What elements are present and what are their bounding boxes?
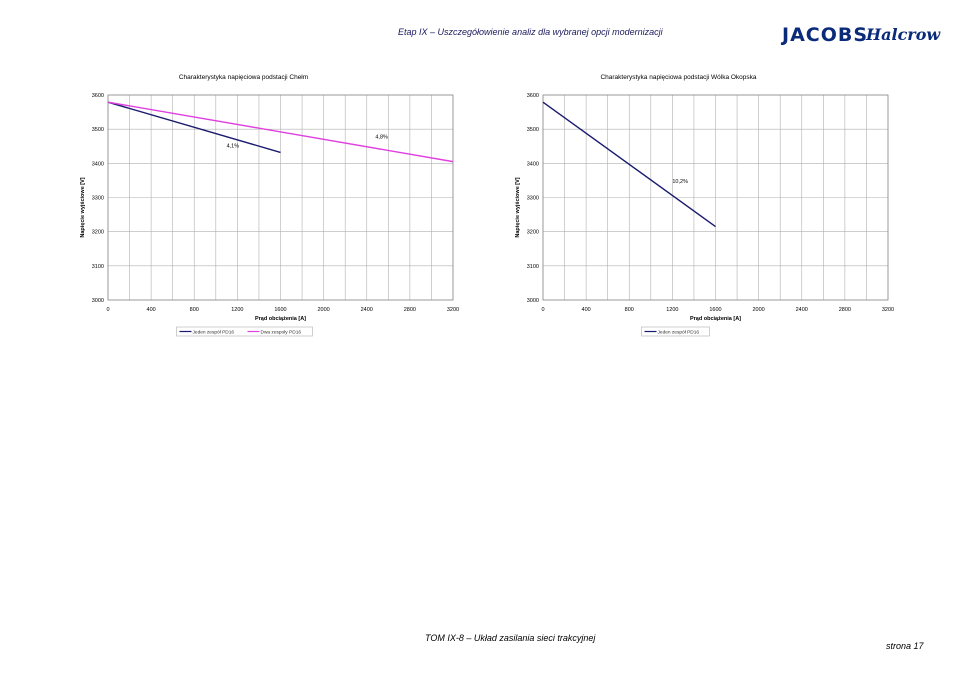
y-tick-label: 3200 [92, 230, 104, 236]
y-tick-label: 3000 [527, 298, 539, 304]
y-tick-label: 3100 [527, 264, 539, 270]
y-tick-label: 3400 [527, 161, 539, 167]
x-axis-label: Prąd obciążenia [A] [690, 316, 741, 322]
x-tick-label: 3200 [882, 307, 894, 313]
legend-box [641, 326, 710, 337]
y-tick-label: 3500 [92, 127, 104, 133]
x-tick-label: 1600 [709, 307, 721, 313]
x-tick-label: 400 [582, 307, 591, 313]
x-tick-label: 1600 [274, 307, 286, 313]
y-tick-label: 3000 [92, 298, 104, 304]
legend-label-0: Jeden zespół PD16 [193, 330, 235, 336]
y-axis-label: Napięcie wyjściowe [V] [515, 177, 521, 237]
y-tick-label: 3600 [527, 93, 539, 99]
page-number: strona 17 [886, 641, 924, 651]
page-footer-title: TOM IX-8 – Układ zasilania sieci trakcyj… [425, 633, 596, 643]
plot-frame [107, 94, 454, 301]
x-tick-label: 2400 [361, 307, 373, 313]
y-tick-label: 3600 [92, 93, 104, 99]
x-tick-label: 800 [625, 307, 634, 313]
y-tick-label: 3400 [92, 161, 104, 167]
series-line-1 [107, 101, 454, 163]
x-tick-label: 800 [190, 307, 199, 313]
x-tick-label: 400 [147, 307, 156, 313]
x-tick-label: 1200 [666, 307, 678, 313]
y-tick-label: 3300 [92, 196, 104, 202]
x-tick-label: 1200 [231, 307, 243, 313]
page-header-title: Etap IX – Uszczegółowienie analiz dla wy… [398, 27, 663, 37]
x-tick-label: 0 [106, 307, 109, 313]
y-tick-label: 3300 [527, 196, 539, 202]
x-axis-label: Prąd obciążenia [A] [255, 316, 306, 322]
legend-label-0: Jeden zespół PD16 [658, 330, 700, 336]
legend-box [176, 326, 313, 337]
chart-title: Charakterystyka napięciowa podstacji Che… [179, 74, 308, 81]
y-axis-label: Napięcie wyjściowe [V] [80, 177, 86, 237]
x-tick-label: 2800 [839, 307, 851, 313]
y-tick-label: 3500 [527, 127, 539, 133]
plot-frame [542, 94, 889, 301]
chart-title: Charakterystyka napięciowa podstacji Wól… [600, 74, 756, 81]
x-tick-label: 2000 [318, 307, 330, 313]
series-line-0 [542, 101, 716, 228]
x-tick-label: 2400 [796, 307, 808, 313]
annotation-label: 10,2% [672, 179, 688, 185]
x-tick-label: 2000 [753, 307, 765, 313]
x-tick-label: 2800 [404, 307, 416, 313]
series-line-0 [107, 101, 281, 154]
y-tick-label: 3200 [527, 230, 539, 236]
halcrow-logo: Halcrow [866, 25, 941, 44]
x-tick-label: 3200 [447, 307, 459, 313]
chart-wolka-okopska: Charakterystyka napięciowa podstacji Wól… [515, 74, 894, 337]
annotation-label: 4,1% [227, 143, 240, 149]
legend-label-1: Dwa zespoły PD16 [261, 330, 302, 336]
annotation-label: 4,8% [375, 134, 388, 140]
jacobs-logo: JACOBS™ [782, 24, 876, 46]
chart-chelm: Charakterystyka napięciowa podstacji Che… [80, 74, 459, 337]
x-tick-label: 0 [541, 307, 544, 313]
y-tick-label: 3100 [92, 264, 104, 270]
